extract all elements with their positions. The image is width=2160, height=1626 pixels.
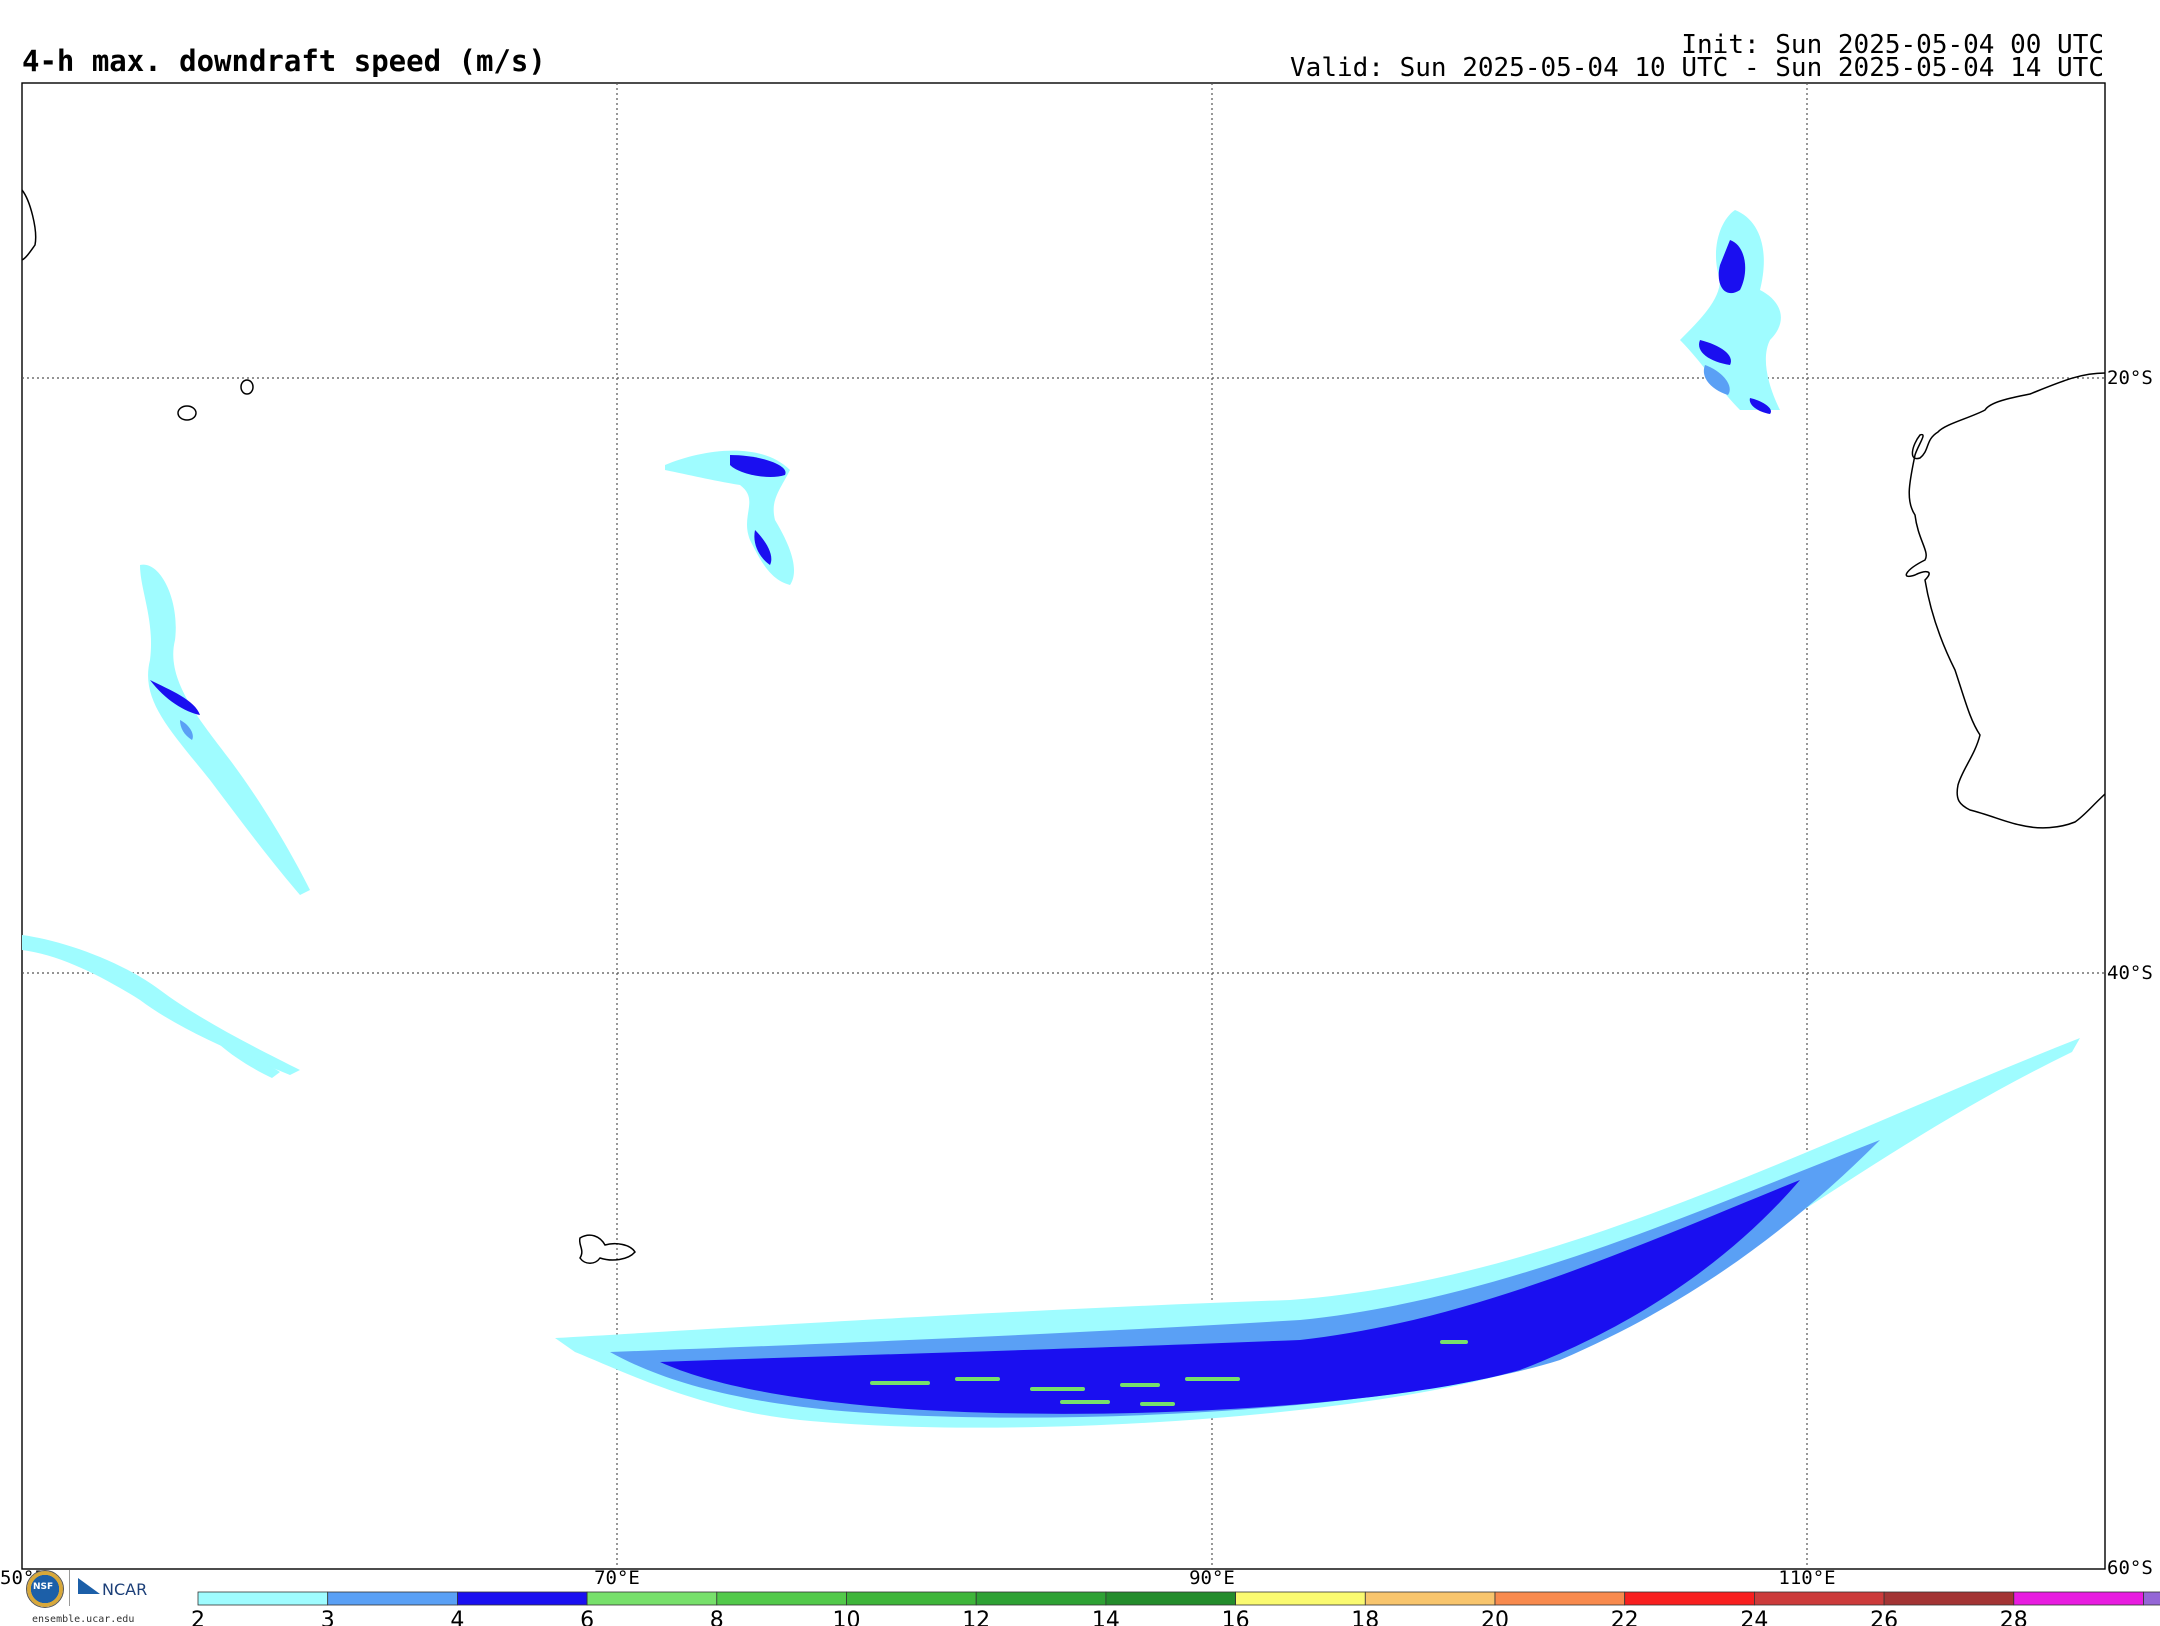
- colorbar: 2 3 4 6 8 10 12 14 16 18 20 22 24 26 28: [191, 1591, 2160, 1626]
- lat-tick-labels: 20°S 40°S 60°S: [2107, 367, 2153, 1579]
- reunion-island: [240, 379, 254, 395]
- downdraft-northeast-cluster: [1680, 210, 1781, 414]
- colorbar-swatch: [1494, 1591, 1626, 1606]
- colorbar-level-label: 18: [1351, 1608, 1379, 1626]
- lat-tick-20s: 20°S: [2107, 367, 2153, 389]
- colorbar-level-label: 20: [1481, 1608, 1509, 1626]
- downdraft-southern-band: [555, 1038, 2080, 1428]
- lat-tick-40s: 40°S: [2107, 962, 2153, 984]
- colorbar-level-label: 8: [710, 1608, 724, 1626]
- colorbar-swatch: [586, 1591, 718, 1606]
- ncar-logo-icon: [78, 1578, 100, 1594]
- colorbar-swatch: [1754, 1591, 1885, 1606]
- colorbar-swatch: [2013, 1591, 2144, 1606]
- downdraft-6-8-cells: [870, 1340, 1468, 1406]
- colorbar-level-label: 28: [2000, 1608, 2028, 1626]
- colorbar-swatch: [1883, 1591, 2015, 1606]
- chart-title: 4-h max. downdraft speed (m/s): [22, 44, 546, 78]
- colorbar-level-label: 16: [1222, 1608, 1250, 1626]
- colorbar-level-label: 24: [1740, 1608, 1768, 1626]
- colorbar-swatch: [2143, 1591, 2160, 1606]
- colorbar-level-label: 14: [1092, 1608, 1120, 1626]
- lon-tick-labels: 50°E 70°E 90°E 110°E: [0, 1567, 1836, 1589]
- colorbar-swatch: [716, 1591, 847, 1606]
- colorbar-level-label: 10: [833, 1608, 861, 1626]
- colorbar-level-label: 26: [1870, 1608, 1898, 1626]
- site-url: ensemble.ucar.edu: [32, 1614, 135, 1625]
- init-time: Init: Sun 2025-05-04 00 UTC: [1681, 30, 2104, 60]
- madagascar-coast: [21, 189, 37, 261]
- valid-time-range: Valid: Sun 2025-05-04 10 UTC - Sun 2025-…: [1290, 53, 2104, 83]
- lon-tick-70e: 70°E: [594, 1567, 640, 1589]
- mauritius-island: [177, 405, 197, 421]
- colorbar-swatch: [456, 1591, 588, 1606]
- australia-west-coast: [1905, 372, 2106, 829]
- colorbar-level-label: 3: [321, 1608, 335, 1626]
- ncar-logo-text: NCAR: [102, 1580, 148, 1599]
- colorbar-swatch: [846, 1591, 977, 1606]
- colorbar-swatch: [1105, 1591, 1237, 1606]
- colorbar-swatch: [1364, 1591, 1496, 1606]
- lon-tick-90e: 90°E: [1189, 1567, 1235, 1589]
- colorbar-level-label: 6: [580, 1608, 594, 1626]
- coastlines: [21, 189, 2106, 1264]
- colorbar-swatch: [327, 1591, 458, 1606]
- downdraft-central-cluster: [665, 450, 795, 585]
- logo-divider: [69, 1570, 70, 1606]
- nsf-logo-text: NSF: [33, 1582, 54, 1592]
- lat-tick-60s: 60°S: [2107, 1557, 2153, 1579]
- nsf-logo-icon: [26, 1570, 64, 1608]
- colorbar-level-label: 4: [450, 1608, 464, 1626]
- colorbar-swatch: [1624, 1591, 1755, 1606]
- colorbar-swatch: [975, 1591, 1107, 1606]
- colorbar-level-label: 12: [962, 1608, 990, 1626]
- colorbar-level-label: 2: [191, 1608, 205, 1626]
- map-frame: [21, 82, 2106, 1570]
- lon-tick-110e: 110°E: [1778, 1567, 1835, 1589]
- colorbar-swatch: [1235, 1591, 1366, 1606]
- colorbar-swatch: [197, 1591, 329, 1606]
- footer-logos: NSF NCAR ensemble.ucar.edu: [24, 1568, 169, 1626]
- downdraft-western-streaks: [22, 564, 310, 1078]
- kerguelen-islands: [578, 1234, 636, 1264]
- colorbar-level-label: 22: [1611, 1608, 1639, 1626]
